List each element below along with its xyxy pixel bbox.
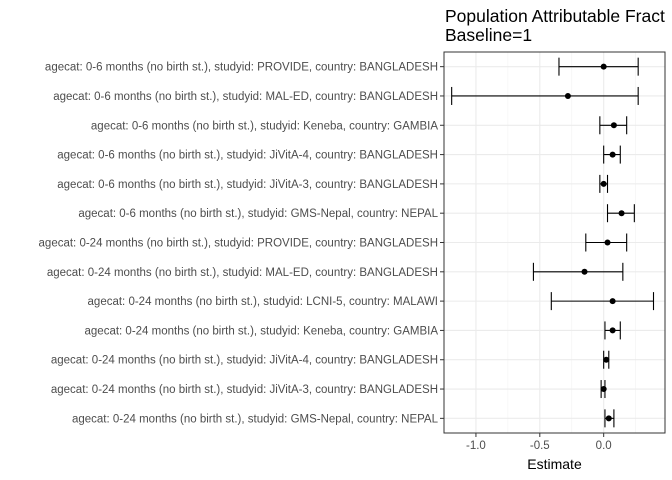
y-axis: agecat: 0-6 months (no birth st.), study… [39,62,444,425]
row-label: agecat: 0-6 months (no birth st.), study… [78,208,438,220]
x-tick-label: -1.0 [466,440,486,452]
row-label: agecat: 0-6 months (no birth st.), study… [57,179,438,191]
row-label: agecat: 0-24 months (no birth st.), stud… [88,296,438,308]
estimate-point [605,415,612,422]
estimate-point [609,151,616,158]
row-label: agecat: 0-24 months (no birth st.), stud… [72,413,439,425]
estimate-point [604,239,611,246]
estimate-point [564,92,571,99]
estimate-point [609,298,616,305]
x-axis-title: Estimate [527,456,582,472]
estimate-marks [443,51,666,434]
row-label: agecat: 0-24 months (no birth st.), stud… [85,325,439,337]
x-tick-label: 0.0 [596,440,612,452]
estimate-point [618,210,625,217]
row-label: agecat: 0-6 months (no birth st.), study… [45,62,438,74]
estimate-point [581,268,588,275]
panel-border [443,51,666,434]
row-label: agecat: 0-24 months (no birth st.), stud… [39,238,438,250]
row-label: agecat: 0-6 months (no birth st.), study… [91,120,438,132]
row-label: agecat: 0-24 months (no birth st.), stud… [51,355,438,367]
plot-panel [443,52,665,433]
row-label: agecat: 0-24 months (no birth st.), stud… [51,384,438,396]
chart-title-line-2: Baseline=1 [445,25,532,45]
estimate-point [600,386,607,393]
row-label: agecat: 0-6 months (no birth st.), study… [53,91,438,103]
estimate-point [609,327,616,334]
row-label: agecat: 0-24 months (no birth st.), stud… [47,267,438,279]
estimate-point [610,122,617,129]
x-axis: -1.0 -0.5 0.0 [466,433,612,452]
estimate-point [603,356,610,363]
row-label: agecat: 0-6 months (no birth st.), study… [57,150,438,162]
estimate-point [600,63,607,70]
estimate-point [600,180,607,187]
x-tick-label: -0.5 [530,440,550,452]
chart-title-line-1: Population Attributable Fract [445,6,665,26]
